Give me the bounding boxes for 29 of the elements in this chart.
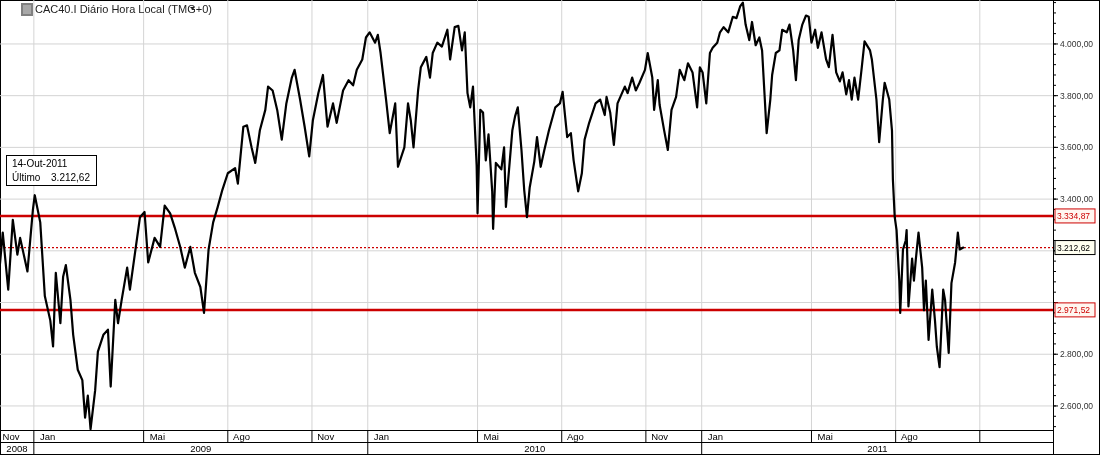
y-tick-label: 4.000,00 <box>1060 38 1094 49</box>
y-tick-label: 2.600,00 <box>1060 400 1094 411</box>
x-tick-label: Nov <box>317 431 335 442</box>
y-tick-label: 3.800,00 <box>1060 90 1094 101</box>
annotation: 14-Out-2011 <box>12 158 68 169</box>
x-tick-label: Nov <box>2 431 20 442</box>
x-tick-label: Mai <box>817 431 833 442</box>
ref-line-label: 3.212,62 <box>1057 242 1091 253</box>
x-tick-label: Mai <box>483 431 499 442</box>
ref-line-label: 2.971,52 <box>1057 304 1091 315</box>
x-tick-label: Ago <box>233 431 250 442</box>
text: 2008 <box>6 443 28 454</box>
annotation: 3.212,62 <box>51 172 91 183</box>
x-tick-label: Ago <box>566 431 584 442</box>
x-tick-label: Jan <box>707 431 724 442</box>
chart-title: CAC40.I Diário Hora Local (TMG+0) <box>35 3 212 15</box>
annotation: Último <box>12 171 41 183</box>
text: 2009 <box>190 443 212 454</box>
ref-line-label: 3.334,87 <box>1057 210 1091 221</box>
x-tick-label: Jan <box>39 431 56 442</box>
x-tick-label: Mai <box>149 431 166 442</box>
text: 2010 <box>524 443 546 454</box>
x-tick-label: Nov <box>651 431 669 442</box>
x-tick-label: Jan <box>373 431 390 442</box>
x-tick-label: Ago <box>900 431 918 442</box>
text: 2011 <box>867 443 888 454</box>
y-tick-label: 3.400,00 <box>1060 194 1094 205</box>
y-tick-label: 3.600,00 <box>1060 142 1094 153</box>
y-tick-label: 2.800,00 <box>1060 349 1094 360</box>
